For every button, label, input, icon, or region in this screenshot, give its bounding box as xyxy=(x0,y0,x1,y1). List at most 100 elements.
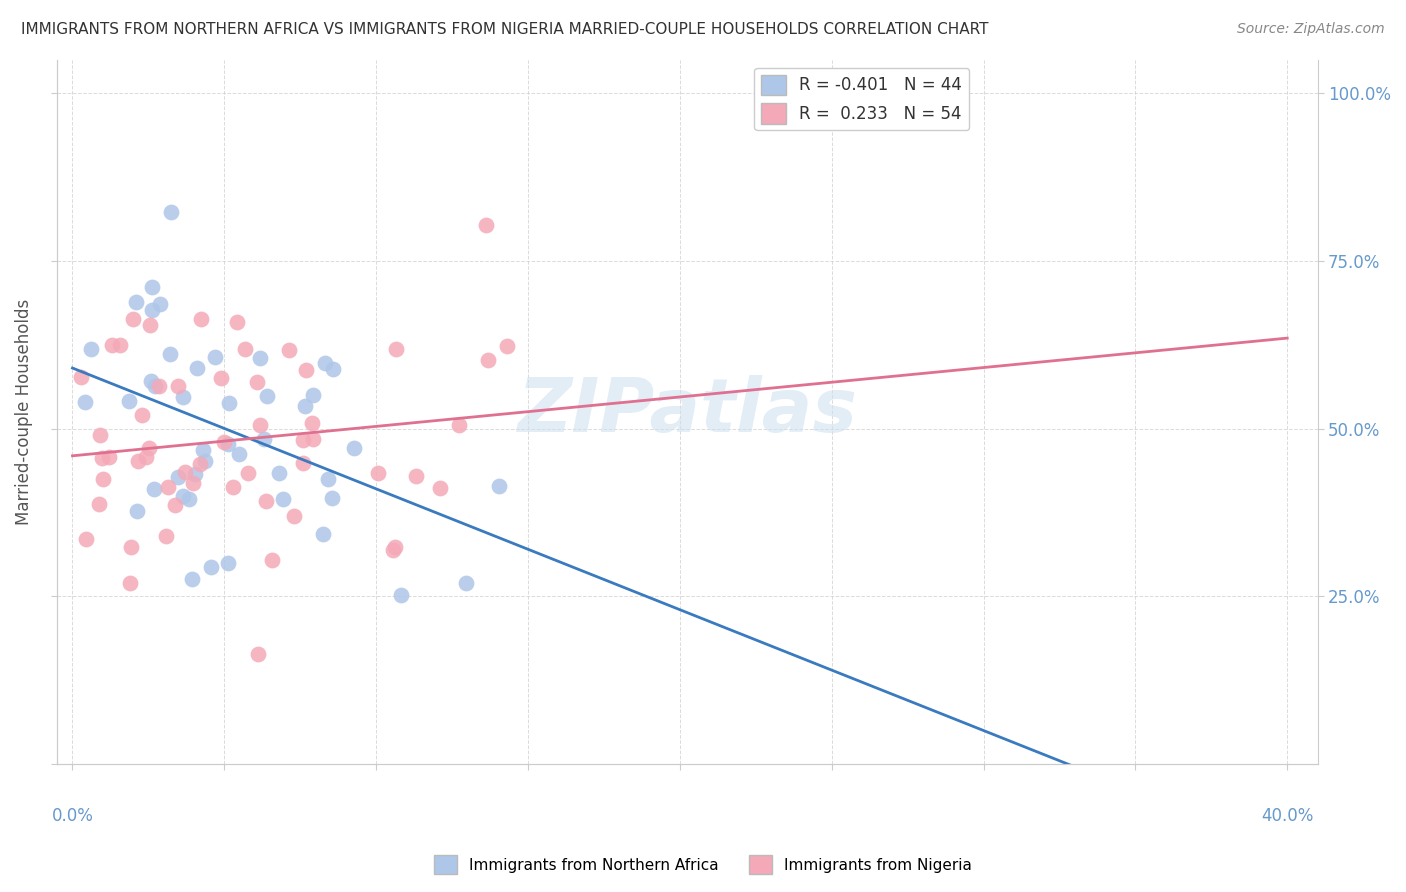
Point xyxy=(429,481,451,495)
Point xyxy=(233,343,256,357)
Point xyxy=(247,648,270,662)
Point xyxy=(249,351,271,366)
Point xyxy=(183,467,205,482)
Point xyxy=(79,342,101,356)
Point xyxy=(70,370,93,384)
Point xyxy=(73,395,96,409)
Point xyxy=(118,394,141,409)
Point xyxy=(165,498,187,512)
Point xyxy=(291,434,314,448)
Point xyxy=(447,418,470,433)
Point xyxy=(384,540,406,554)
Point xyxy=(475,219,498,233)
Y-axis label: Married-couple Households: Married-couple Households xyxy=(15,299,32,525)
Point xyxy=(188,457,211,471)
Point xyxy=(141,280,163,294)
Point xyxy=(496,339,519,353)
Point xyxy=(292,456,315,470)
Point xyxy=(159,347,181,361)
Point xyxy=(120,575,142,590)
Point xyxy=(217,437,239,451)
Point xyxy=(209,371,232,385)
Point xyxy=(212,435,235,450)
Point xyxy=(273,491,295,506)
Point xyxy=(277,343,299,357)
Point xyxy=(283,508,305,523)
Point xyxy=(318,472,340,486)
Point xyxy=(226,315,249,329)
Point xyxy=(301,416,323,430)
Point xyxy=(294,400,316,414)
Point xyxy=(110,338,132,352)
Point xyxy=(302,387,325,401)
Point xyxy=(89,428,111,442)
Point xyxy=(181,475,204,490)
Point xyxy=(127,454,149,468)
Point xyxy=(91,473,114,487)
Point xyxy=(181,572,204,586)
Point xyxy=(90,451,112,466)
Point xyxy=(405,469,427,483)
Point xyxy=(141,303,163,318)
Point xyxy=(125,504,148,518)
Point xyxy=(389,589,412,603)
Point xyxy=(121,312,143,326)
Point xyxy=(75,532,97,546)
Point xyxy=(143,379,166,393)
Point xyxy=(148,378,170,392)
Legend: Immigrants from Northern Africa, Immigrants from Nigeria: Immigrants from Northern Africa, Immigra… xyxy=(427,849,979,880)
Point xyxy=(382,542,405,557)
Text: IMMIGRANTS FROM NORTHERN AFRICA VS IMMIGRANTS FROM NIGERIA MARRIED-COUPLE HOUSEH: IMMIGRANTS FROM NORTHERN AFRICA VS IMMIG… xyxy=(21,22,988,37)
Point xyxy=(228,447,250,461)
Point xyxy=(295,363,318,377)
Point xyxy=(256,389,278,403)
Point xyxy=(159,204,181,219)
Point xyxy=(120,541,142,555)
Legend: R = -0.401   N = 44, R =  0.233   N = 54: R = -0.401 N = 44, R = 0.233 N = 54 xyxy=(755,68,969,130)
Point xyxy=(167,470,190,484)
Point xyxy=(254,494,277,508)
Point xyxy=(138,442,160,456)
Point xyxy=(314,356,336,370)
Point xyxy=(190,312,212,326)
Point xyxy=(312,527,335,541)
Point xyxy=(186,360,208,375)
Point xyxy=(253,432,276,446)
Point xyxy=(194,454,217,468)
Point xyxy=(172,489,194,503)
Point xyxy=(141,374,163,388)
Point xyxy=(174,465,197,479)
Point xyxy=(477,353,499,368)
Point xyxy=(249,418,271,433)
Point xyxy=(179,491,201,506)
Point xyxy=(167,378,190,392)
Point xyxy=(87,497,110,511)
Point xyxy=(269,466,291,480)
Point xyxy=(101,337,124,351)
Point xyxy=(302,432,325,446)
Point xyxy=(246,375,269,389)
Text: 40.0%: 40.0% xyxy=(1261,806,1313,824)
Point xyxy=(217,556,239,570)
Point xyxy=(322,362,344,376)
Point xyxy=(143,482,166,496)
Text: ZIPatlas: ZIPatlas xyxy=(517,376,858,449)
Point xyxy=(157,480,180,494)
Point xyxy=(236,467,259,481)
Point xyxy=(204,351,226,365)
Point xyxy=(454,576,477,591)
Point xyxy=(222,480,245,494)
Point xyxy=(385,343,408,357)
Point xyxy=(200,560,222,574)
Point xyxy=(172,390,194,404)
Point xyxy=(367,466,389,480)
Point xyxy=(125,294,148,309)
Point xyxy=(98,450,121,465)
Point xyxy=(191,442,214,457)
Text: 0.0%: 0.0% xyxy=(52,806,93,824)
Point xyxy=(135,450,157,465)
Text: Source: ZipAtlas.com: Source: ZipAtlas.com xyxy=(1237,22,1385,37)
Point xyxy=(218,396,240,410)
Point xyxy=(488,479,510,493)
Point xyxy=(149,297,172,311)
